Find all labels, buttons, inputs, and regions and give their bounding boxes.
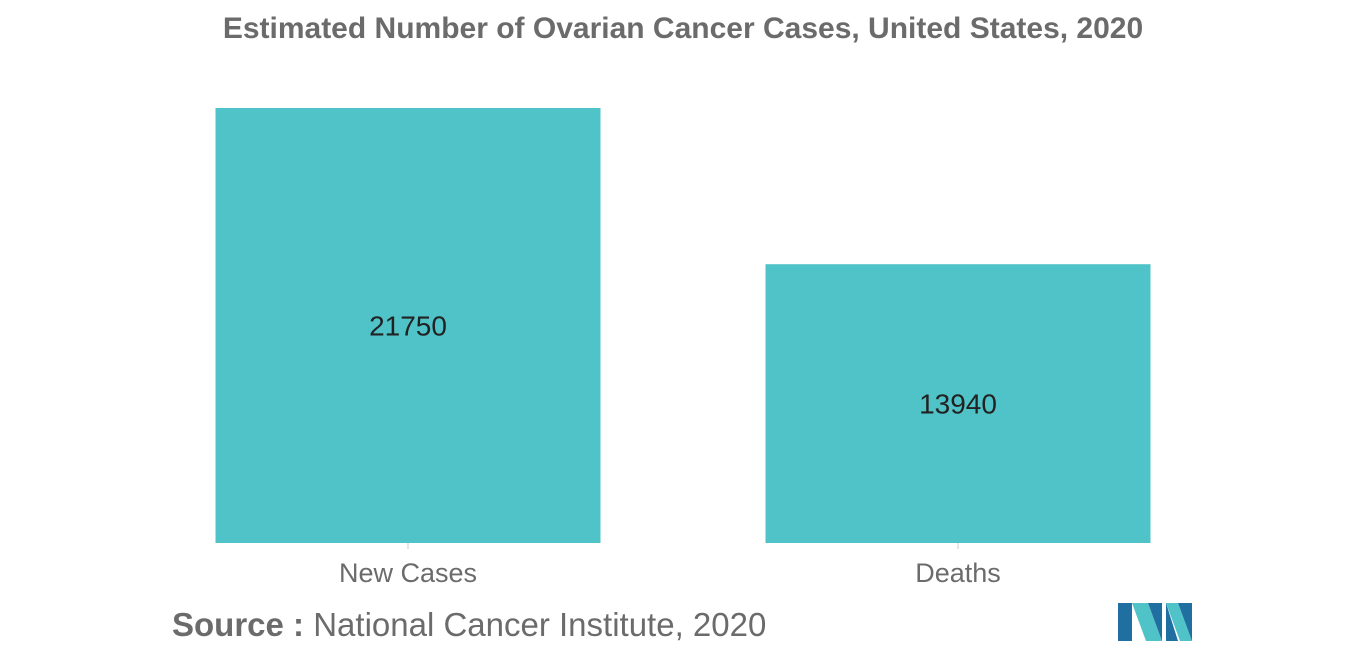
bar-new-cases (215, 108, 601, 543)
brand-logo-icon (1118, 603, 1192, 641)
data-label-deaths: 13940 (919, 389, 997, 420)
x-tick-label-new-cases: New Cases (339, 558, 477, 588)
data-label-new-cases: 21750 (369, 311, 447, 342)
bar-deaths (765, 264, 1151, 543)
source-note: Source : National Cancer Institute, 2020 (172, 606, 766, 644)
chart-title: Estimated Number of Ovarian Cancer Cases… (222, 12, 1144, 45)
bar-chart: 21750 New Cases 13940 Deaths (215, 108, 1151, 588)
source-label: Source : (172, 606, 305, 643)
x-tick-label-deaths: Deaths (915, 558, 1001, 588)
source-text: National Cancer Institute, 2020 (313, 606, 767, 643)
